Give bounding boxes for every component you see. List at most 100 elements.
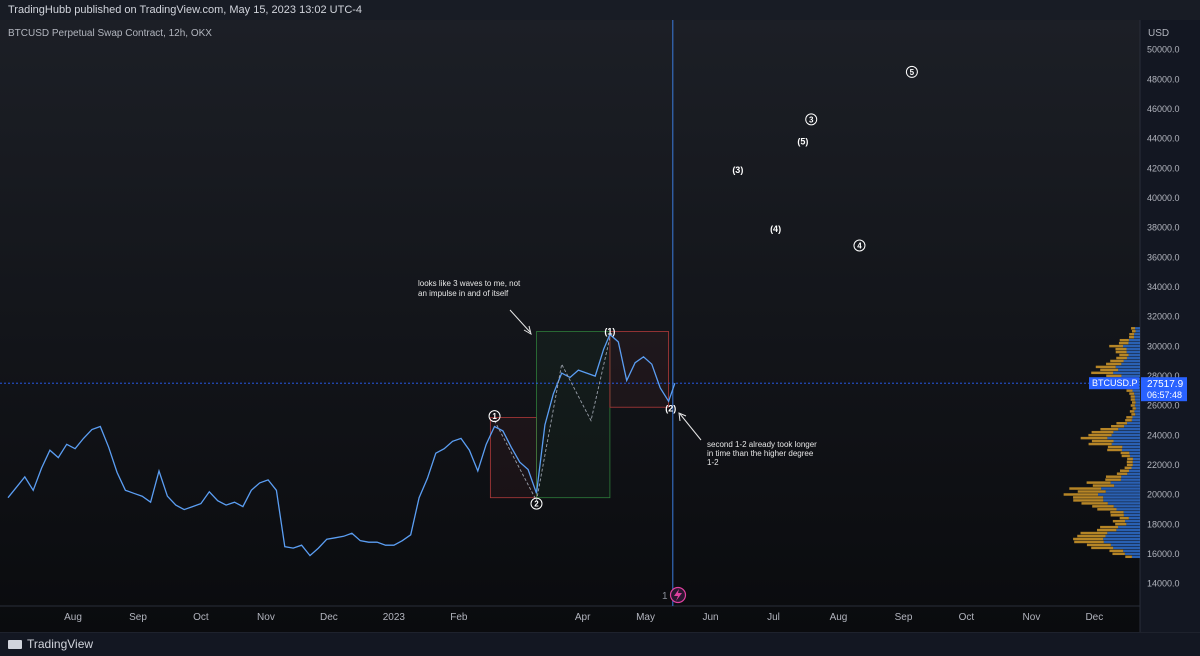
volume-bar-down: [1091, 546, 1114, 550]
x-tick-label: Jun: [702, 612, 718, 623]
volume-bar-up: [1134, 410, 1140, 413]
wave-label: 4: [857, 241, 862, 250]
event-count: 1: [662, 591, 668, 602]
volume-bar-down: [1119, 469, 1129, 472]
volume-bar-down: [1086, 481, 1111, 484]
volume-bar-down: [1107, 448, 1122, 452]
volume-bar-up: [1120, 478, 1140, 481]
volume-bar-up: [1126, 356, 1140, 360]
volume-bar-down: [1077, 534, 1106, 538]
correction-box-2: [609, 331, 670, 408]
x-tick-label: Oct: [193, 612, 209, 623]
x-tick-label: Feb: [450, 612, 468, 623]
y-tick-label: 46000.0: [1147, 104, 1180, 114]
volume-bar-up: [1126, 350, 1140, 354]
volume-bar-up: [1113, 439, 1140, 443]
volume-bar-up: [1135, 407, 1140, 410]
volume-bar-up: [1103, 540, 1140, 544]
annotation-1-line-2: an impulse in and of itself: [418, 289, 509, 298]
volume-bar-down: [1080, 436, 1108, 440]
volume-bar-down: [1126, 463, 1133, 467]
volume-bar-down: [1106, 362, 1122, 366]
volume-bar-up: [1134, 392, 1140, 395]
volume-bar-up: [1121, 475, 1140, 478]
wave-label: 1: [492, 412, 497, 421]
volume-bar-up: [1129, 454, 1140, 458]
y-tick-label: 36000.0: [1147, 252, 1180, 262]
volume-bar-up: [1128, 353, 1140, 357]
volume-bar-up: [1126, 522, 1140, 526]
volume-bar-up: [1135, 401, 1140, 404]
volume-bar-up: [1124, 552, 1140, 556]
volume-bar-down: [1125, 555, 1132, 559]
publish-header: TradingHubb published on TradingView.com…: [0, 0, 1200, 20]
annotation-2-line-3: 1-2: [707, 458, 719, 467]
volume-bar-down: [1124, 466, 1132, 470]
wave-label-circle: [530, 497, 543, 510]
volume-bar-up: [1110, 481, 1140, 484]
volume-bar-down: [1091, 371, 1114, 375]
volume-bar-down: [1129, 410, 1135, 413]
y-tick-label: 34000.0: [1147, 282, 1180, 292]
publish-info: TradingHubb published on TradingView.com…: [8, 4, 363, 16]
volume-bar-down: [1088, 442, 1112, 446]
volume-bar-down: [1115, 350, 1127, 354]
wave-label: (1): [604, 327, 615, 337]
volume-bar-up: [1107, 436, 1140, 440]
wave-label-circle: [805, 113, 818, 126]
volume-bar-down: [1092, 505, 1114, 508]
event-marker[interactable]: 1: [662, 586, 687, 604]
volume-bar-up: [1098, 493, 1140, 496]
y-tick-label: 22000.0: [1147, 460, 1180, 470]
volume-bar-up: [1134, 404, 1140, 407]
volume-bar-down: [1107, 445, 1123, 449]
chart-title: BTCUSD Perpetual Swap Contract, 12h, OKX: [8, 28, 212, 39]
volume-bar-down: [1120, 451, 1130, 455]
volume-bar-down: [1077, 490, 1106, 493]
price-chart[interactable]: BTCUSD Perpetual Swap Contract, 12h, OKX…: [0, 20, 1200, 632]
volume-bar-up: [1113, 430, 1140, 434]
annotation-1: looks like 3 waves to me, not an impulse…: [418, 279, 532, 336]
volume-bar-down: [1097, 528, 1117, 532]
lightning-glyph: [674, 589, 682, 601]
volume-bar-down: [1130, 404, 1135, 407]
wave-label: 5: [910, 68, 915, 77]
volume-bar-up: [1111, 442, 1140, 446]
volume-bar-down: [1116, 472, 1128, 475]
volume-bar-up: [1105, 490, 1140, 493]
volume-bar-down: [1097, 508, 1117, 511]
annotation-1-arrowhead: [523, 325, 532, 336]
volume-bar-down: [1088, 433, 1112, 437]
volume-bar-up: [1123, 511, 1140, 514]
impulse-box: [536, 331, 611, 499]
volume-bar-up: [1107, 502, 1140, 505]
volume-bar-up: [1132, 389, 1140, 392]
chart-area[interactable]: BTCUSD Perpetual Swap Contract, 12h, OKX…: [0, 20, 1200, 632]
tradingview-logo[interactable]: TradingView: [8, 633, 93, 655]
volume-bar-down: [1116, 422, 1128, 425]
annotation-2-line-2: in time than the higher degree: [707, 449, 814, 458]
volume-bar-up: [1125, 519, 1140, 523]
y-tick-label: 16000.0: [1147, 549, 1180, 559]
volume-bar-down: [1115, 522, 1127, 526]
volume-bar-up: [1103, 537, 1140, 541]
x-tick-label: Sep: [895, 612, 913, 623]
y-tick-label: 32000.0: [1147, 312, 1180, 322]
volume-bar-down: [1130, 398, 1135, 401]
volume-bar-down: [1119, 338, 1129, 342]
volume-bar-down: [1100, 427, 1119, 431]
y-tick-label: 44000.0: [1147, 134, 1180, 144]
x-tick-label: Aug: [830, 612, 848, 623]
volume-bar-up: [1116, 508, 1140, 511]
y-tick-label: 38000.0: [1147, 223, 1180, 233]
x-tick-label: Oct: [959, 612, 975, 623]
volume-bar-up: [1132, 463, 1140, 467]
volume-bar-up: [1131, 419, 1140, 422]
volume-bar-up: [1128, 469, 1140, 472]
volume-bar-down: [1110, 514, 1124, 517]
y-tick-label: 48000.0: [1147, 74, 1180, 84]
footer: TradingView: [0, 632, 1200, 656]
volume-bar-up: [1135, 413, 1140, 416]
volume-bar-up: [1121, 362, 1140, 366]
volume-bar-up: [1123, 344, 1140, 348]
